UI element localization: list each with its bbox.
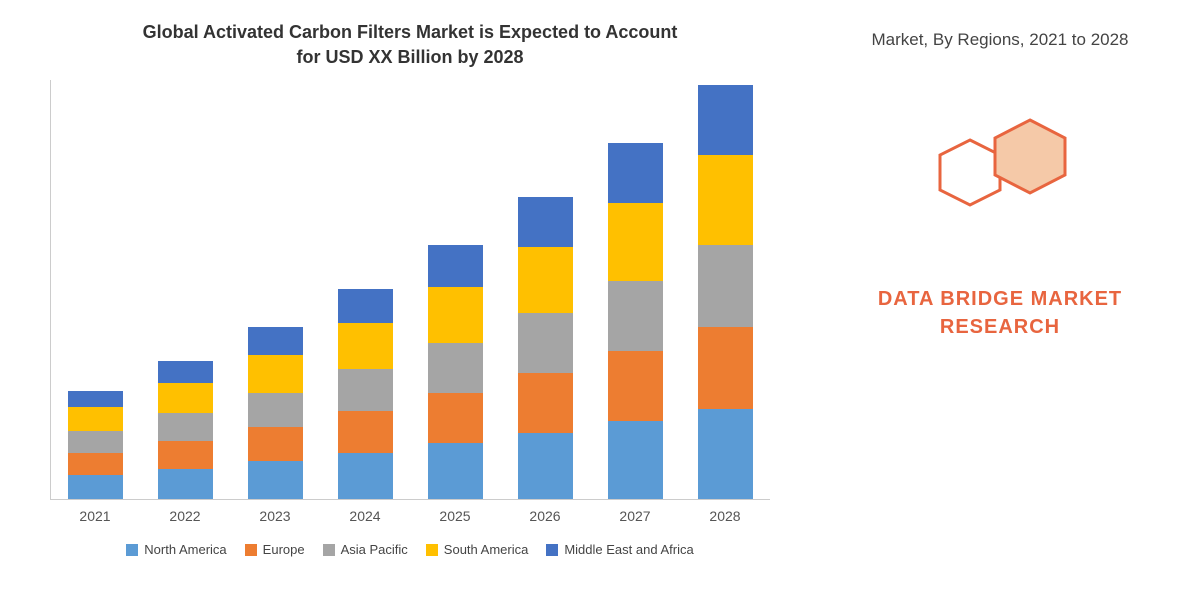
bar-segment: [698, 409, 753, 499]
bar-segment: [428, 393, 483, 443]
bar-segment: [608, 421, 663, 499]
bar-segment: [698, 85, 753, 155]
legend-swatch-icon: [546, 544, 558, 556]
bar-segment: [698, 327, 753, 409]
bar-stack: [608, 143, 663, 499]
hex-outline-left: [940, 140, 1000, 205]
bar-group: [241, 327, 311, 499]
legend-label: South America: [444, 542, 529, 557]
brand-line1: DATA BRIDGE MARKET: [878, 288, 1122, 310]
bar-segment: [518, 247, 573, 313]
bar-segment: [68, 475, 123, 499]
bar-segment: [248, 461, 303, 499]
bar-group: [510, 197, 580, 499]
bar-segment: [518, 373, 573, 433]
bar-segment: [608, 203, 663, 281]
x-axis-label: 2022: [150, 508, 220, 524]
bar-segment: [158, 469, 213, 499]
chart-title-line1: Global Activated Carbon Filters Market i…: [143, 22, 678, 42]
bar-stack: [428, 245, 483, 499]
bar-group: [600, 143, 670, 499]
bar-segment: [68, 407, 123, 431]
bar-segment: [338, 323, 393, 369]
bar-stack: [698, 85, 753, 499]
info-title: Market, By Regions, 2021 to 2028: [820, 30, 1180, 50]
bar-segment: [608, 281, 663, 351]
bar-segment: [68, 431, 123, 453]
legend-item: Europe: [245, 542, 305, 557]
bar-segment: [518, 433, 573, 499]
bar-segment: [158, 413, 213, 441]
bar-segment: [518, 197, 573, 247]
bar-group: [690, 85, 760, 499]
bar-segment: [518, 313, 573, 373]
legend-item: Middle East and Africa: [546, 542, 693, 557]
bar-stack: [338, 289, 393, 499]
legend-swatch-icon: [323, 544, 335, 556]
x-axis-label: 2021: [60, 508, 130, 524]
bar-stack: [248, 327, 303, 499]
bar-segment: [248, 327, 303, 355]
chart-legend: North America Europe Asia Pacific South Ame…: [50, 542, 770, 557]
legend-label: Asia Pacific: [341, 542, 408, 557]
bar-segment: [338, 369, 393, 411]
bar-stack: [518, 197, 573, 499]
chart-area: [50, 80, 770, 500]
bar-segment: [338, 289, 393, 323]
bar-segment: [158, 441, 213, 469]
bar-segment: [158, 361, 213, 383]
x-axis-labels: 2021 2022 2023 2024 2025 2026 2027 2028: [50, 500, 770, 524]
bar-stack: [68, 391, 123, 499]
x-axis-label: 2023: [240, 508, 310, 524]
bar-segment: [428, 443, 483, 499]
bar-segment: [698, 155, 753, 245]
bar-group: [331, 289, 401, 499]
chart-panel: Global Activated Carbon Filters Market i…: [0, 0, 800, 600]
x-axis-label: 2026: [510, 508, 580, 524]
bar-group: [421, 245, 491, 499]
legend-swatch-icon: [426, 544, 438, 556]
bar-segment: [248, 355, 303, 393]
legend-item: Asia Pacific: [323, 542, 408, 557]
bar-group: [61, 391, 131, 499]
legend-label: Europe: [263, 542, 305, 557]
legend-label: Middle East and Africa: [564, 542, 693, 557]
legend-swatch-icon: [245, 544, 257, 556]
bar-segment: [338, 411, 393, 453]
bar-group: [151, 361, 221, 499]
bar-segment: [248, 393, 303, 427]
bar-segment: [428, 245, 483, 287]
bar-segment: [428, 343, 483, 393]
hex-fill-right: [995, 120, 1065, 193]
bar-segment: [338, 453, 393, 499]
chart-title-line2: for USD XX Billion by 2028: [296, 47, 523, 67]
legend-item: North America: [126, 542, 226, 557]
chart-title: Global Activated Carbon Filters Market i…: [50, 20, 770, 70]
bar-segment: [428, 287, 483, 343]
hex-logo-icon: [910, 110, 1090, 250]
brand-text: DATA BRIDGE MARKET RESEARCH: [820, 285, 1180, 341]
bar-segment: [158, 383, 213, 413]
bar-stack: [158, 361, 213, 499]
legend-swatch-icon: [126, 544, 138, 556]
legend-item: South America: [426, 542, 529, 557]
info-panel: Market, By Regions, 2021 to 2028 DATA BR…: [800, 0, 1200, 600]
bar-segment: [68, 453, 123, 475]
x-axis-label: 2024: [330, 508, 400, 524]
bar-segment: [608, 351, 663, 421]
bar-segment: [68, 391, 123, 407]
bar-segment: [698, 245, 753, 327]
legend-label: North America: [144, 542, 226, 557]
x-axis-label: 2025: [420, 508, 490, 524]
x-axis-label: 2028: [690, 508, 760, 524]
x-axis-label: 2027: [600, 508, 670, 524]
brand-line2: RESEARCH: [940, 316, 1060, 338]
bar-segment: [248, 427, 303, 461]
bar-segment: [608, 143, 663, 203]
